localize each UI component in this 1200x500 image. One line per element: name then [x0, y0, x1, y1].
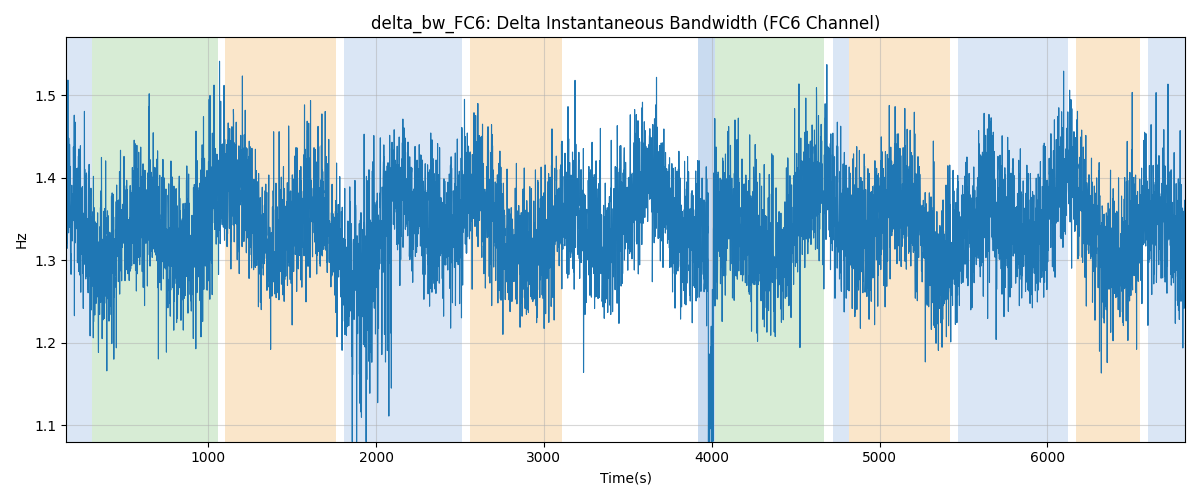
Bar	[66, 38, 92, 442]
Bar	[959, 38, 1068, 442]
Bar	[344, 38, 462, 442]
X-axis label: Time(s): Time(s)	[600, 471, 652, 485]
Bar	[226, 38, 336, 442]
Bar	[715, 38, 824, 442]
Title: delta_bw_FC6: Delta Instantaneous Bandwidth (FC6 Channel): delta_bw_FC6: Delta Instantaneous Bandwi…	[371, 15, 881, 34]
Bar	[1148, 38, 1186, 442]
Y-axis label: Hz: Hz	[16, 230, 29, 248]
Bar	[850, 38, 950, 442]
Bar	[470, 38, 563, 442]
Bar	[833, 38, 850, 442]
Bar	[698, 38, 715, 442]
Bar	[92, 38, 218, 442]
Bar	[1076, 38, 1140, 442]
